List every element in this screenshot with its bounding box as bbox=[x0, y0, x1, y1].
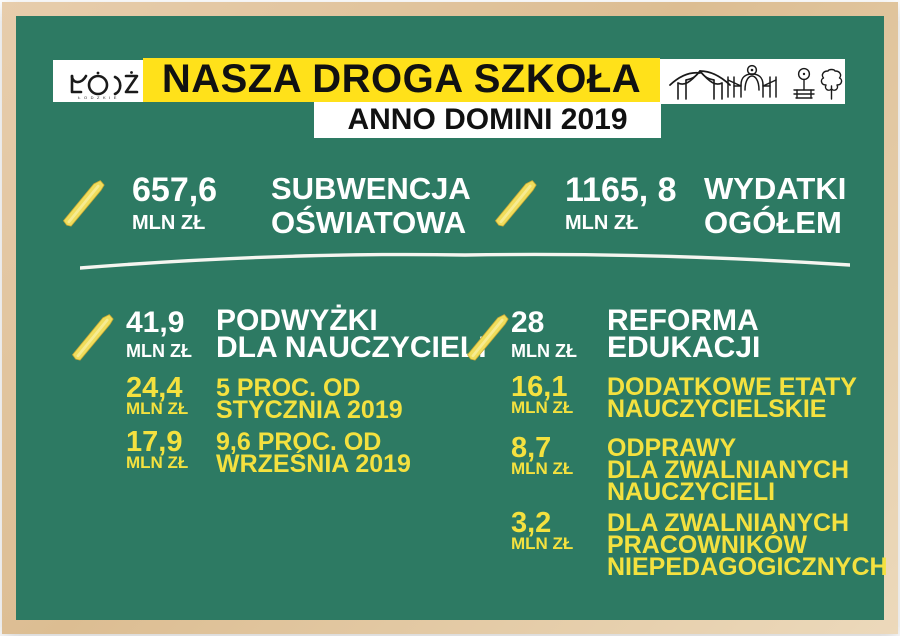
svg-text:Ł O D Z K I E: Ł O D Z K I E bbox=[78, 95, 117, 100]
